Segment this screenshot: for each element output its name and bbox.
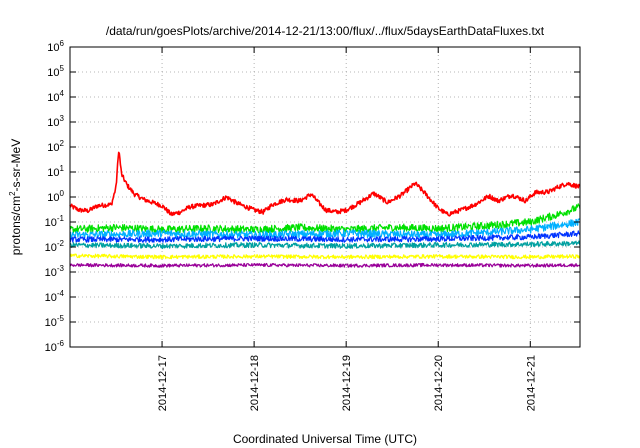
y-tick-label: 10-5 bbox=[45, 314, 65, 329]
y-axis-title-base: protons/cm bbox=[9, 196, 23, 255]
series-line-7 bbox=[69, 262, 581, 268]
series-line-4 bbox=[69, 230, 581, 243]
y-tick-label: 105 bbox=[47, 64, 64, 79]
y-tick-label: 10-6 bbox=[45, 339, 65, 354]
chart-title: /data/run/goesPlots/archive/2014-12-21/1… bbox=[106, 24, 545, 38]
y-tick-label: 10-4 bbox=[45, 289, 65, 304]
series-group bbox=[69, 151, 581, 268]
x-axis-ticks: 2014-12-17 2014-12-18 2014-12-19 2014-12-20… bbox=[157, 47, 537, 411]
y-tick-label: 104 bbox=[47, 89, 64, 104]
y-axis-title: protons/cm2-s-sr-MeV bbox=[8, 139, 23, 255]
y-tick-label: 106 bbox=[47, 39, 64, 54]
x-tick-label: 2014-12-19 bbox=[341, 355, 353, 411]
series-line-5 bbox=[69, 240, 581, 250]
x-tick-label: 2014-12-20 bbox=[433, 355, 445, 411]
y-tick-label: 103 bbox=[47, 114, 64, 129]
x-tick-label: 2014-12-21 bbox=[525, 355, 537, 411]
y-axis-title-sup: 2 bbox=[8, 191, 17, 196]
y-tick-label: 10-3 bbox=[45, 264, 65, 279]
y-tick-label: 101 bbox=[47, 164, 64, 179]
y-axis-ticks: 106 105 104 103 102 101 100 10-1 10-2 10-3 10-4 10-… bbox=[45, 39, 580, 354]
y-tick-label: 10-2 bbox=[45, 239, 65, 254]
x-tick-label: 2014-12-18 bbox=[249, 355, 261, 411]
series-line-3 bbox=[69, 218, 581, 240]
x-tick-label: 2014-12-17 bbox=[157, 355, 169, 411]
series-line-6 bbox=[69, 253, 581, 260]
y-tick-label: 10-1 bbox=[45, 214, 65, 229]
y-axis-title-rest: -s-sr-MeV bbox=[9, 139, 23, 192]
y-tick-label: 100 bbox=[47, 189, 64, 204]
series-line-1 bbox=[69, 151, 581, 217]
x-axis-title: Coordinated Universal Time (UTC) bbox=[233, 432, 417, 446]
y-tick-label: 102 bbox=[47, 139, 64, 154]
series-line-2 bbox=[69, 203, 581, 234]
